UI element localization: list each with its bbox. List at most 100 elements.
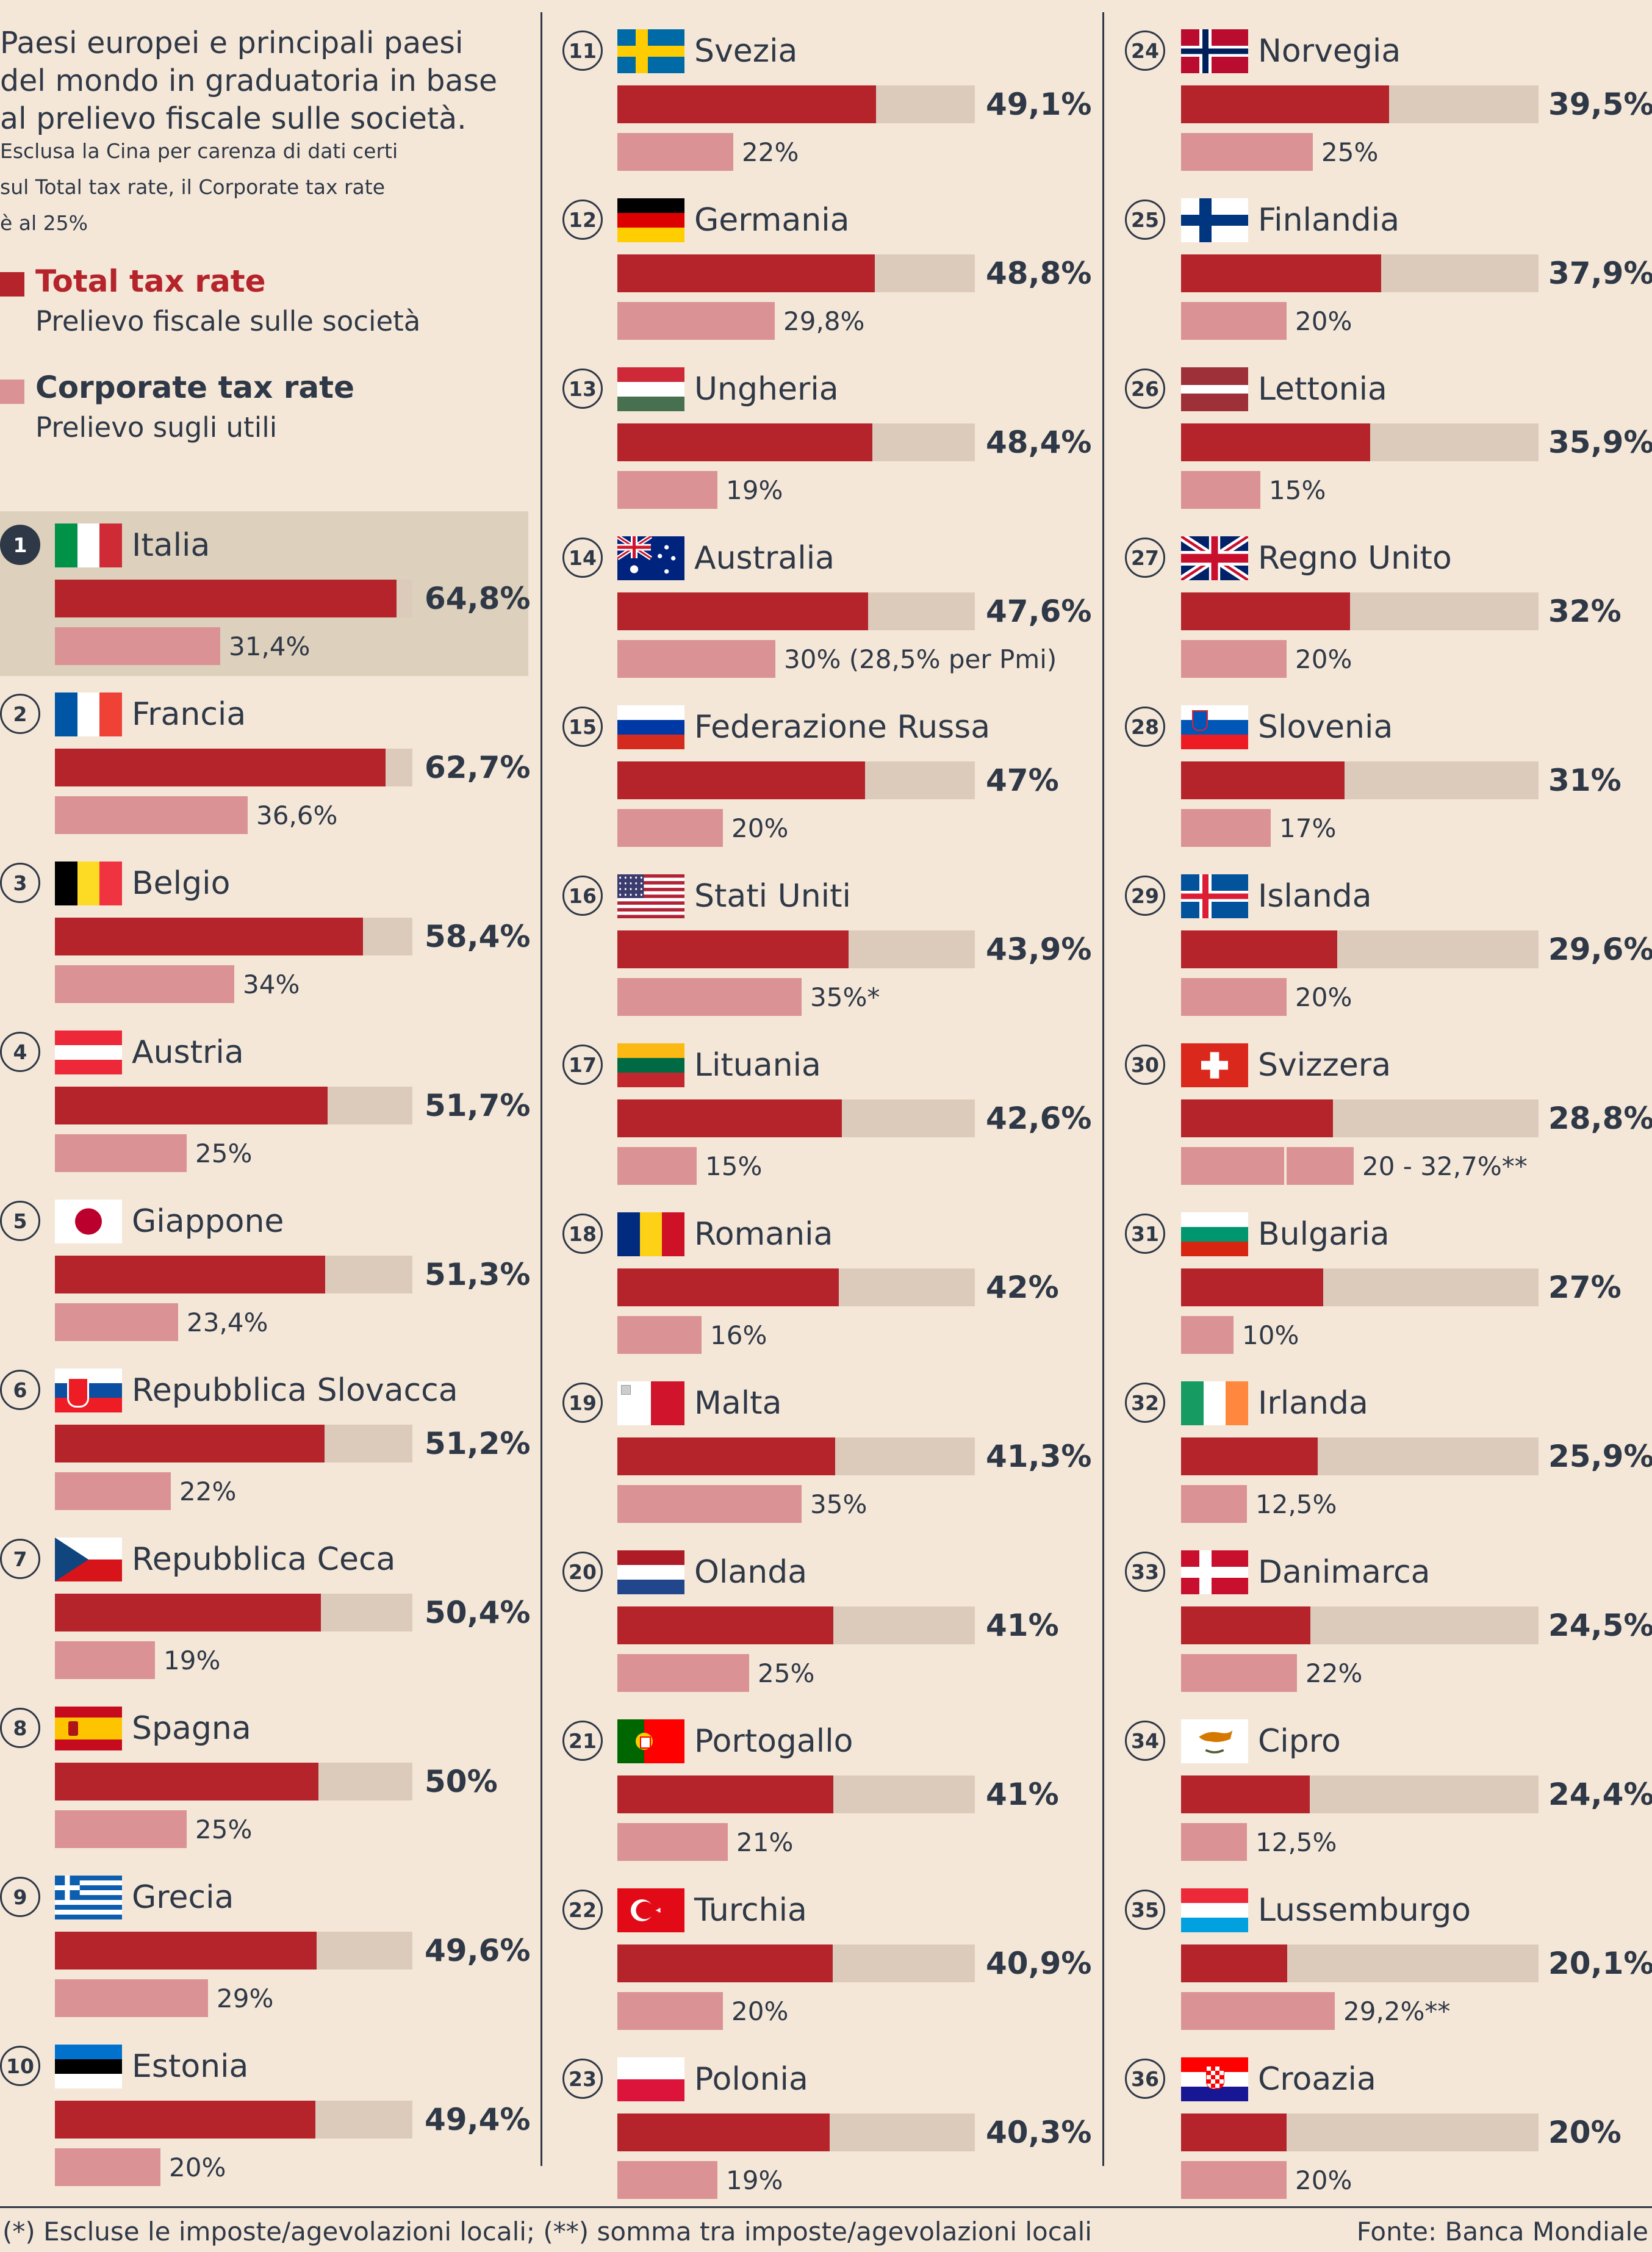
total-tax-bar [1181,1944,1287,1982]
spain-flag-icon [55,1707,122,1750]
japan-flag-icon [55,1200,122,1243]
cyprus-flag-icon [1181,1719,1248,1763]
corporate-tax-value: 20% [731,813,789,843]
corporate-tax-bar [55,1641,155,1679]
corporate-tax-value: 22% [742,137,799,167]
latvia-flag-icon [1181,367,1248,411]
rank-badge: 34 [1125,1721,1165,1761]
total-tax-bar [617,2113,830,2151]
rank-badge: 33 [1125,1552,1165,1592]
country-name: Belgio [132,865,231,902]
country-name: Polonia [694,2061,808,2098]
footnote: (*) Escluse le imposte/agevolazioni loca… [2,2217,1092,2247]
corporate-tax-value: 30% (28,5% per Pmi) [784,644,1057,674]
total-tax-bar [617,1944,833,1982]
country-name: Turchia [694,1892,807,1929]
source-note: Fonte: Banca Mondiale [1356,2217,1648,2247]
country-row: 30 Svizzera 28,8% 20 - 32,7%** [0,1038,1652,1195]
total-tax-bar [617,761,865,799]
rank-badge: 11 [562,31,603,71]
total-tax-bar [55,1425,325,1462]
subtitle-line: è al 25% [0,211,88,235]
total-tax-value: 42,6% [986,1101,1092,1136]
legend-subtitle-corporate: Prelievo sugli utili [35,411,278,444]
corporate-tax-value: 25% [758,1658,815,1688]
rank-badge: 20 [562,1552,603,1592]
country-row: 32 Irlanda 25,9% 12,5% [0,1376,1652,1533]
rank-badge: 13 [562,369,603,409]
total-tax-bar [55,1256,325,1293]
total-tax-bar [55,1594,321,1631]
corporate-tax-value: 25% [195,1139,253,1168]
iceland-flag-icon [1181,874,1248,918]
portugal-flag-icon [617,1719,684,1763]
country-row: 20 Olanda 41% 25% [0,1545,1652,1702]
country-name: Bulgaria [1258,1216,1390,1253]
country-row: 5 Giappone 51,3% 23,4% [0,1195,1652,1351]
country-row: 3 Belgio 58,4% 34% [0,857,1652,1013]
total-tax-bar [55,580,397,617]
rank-badge: 26 [1125,369,1165,409]
total-tax-value: 50% [425,1764,498,1799]
rank-badge: 6 [0,1370,40,1410]
corporate-tax-value: 19% [726,2165,783,2195]
corporate-tax-bar [617,302,775,340]
slovakia-flag-icon [55,1369,122,1412]
total-tax-value: 49,1% [986,87,1092,122]
corporate-tax-bar [55,796,248,834]
corporate-tax-bar [617,640,775,678]
lithuania-flag-icon [617,1043,684,1087]
rank-badge: 3 [0,863,40,903]
belgium-flag-icon [55,862,122,905]
corporate-tax-bar [55,1810,187,1848]
corporate-tax-value: 20% [731,1996,789,2026]
corporate-tax-bar [1181,2161,1287,2199]
corporate-tax-bar [617,1485,802,1523]
rank-badge: 28 [1125,707,1165,747]
corporate-tax-value: 35% [810,1489,867,1519]
rank-badge: 9 [0,1877,40,1917]
country-name: Repubblica Ceca [132,1541,396,1578]
country-row: 4 Austria 51,7% 25% [0,1026,1652,1182]
country-name: Portogallo [694,1723,853,1760]
corporate-tax-value: 36,6% [256,800,338,830]
country-name: Lussemburgo [1258,1892,1471,1929]
corporate-tax-value: 31,4% [229,631,311,661]
country-name: Italia [132,527,210,564]
corporate-tax-value: 19% [163,1646,221,1675]
country-row: 34 Cipro 24,4% 12,5% [0,1714,1652,1871]
total-tax-value: 50,4% [425,1595,531,1630]
country-name: Repubblica Slovacca [132,1372,458,1409]
country-name: Federazione Russa [694,709,991,746]
legend-title-total: Total tax rate [35,264,266,299]
total-tax-bar [1181,254,1381,292]
rank-badge: 32 [1125,1383,1165,1423]
country-row: 14 Australia 47,6% 30% (28,5% per Pmi) [0,531,1652,688]
uk-flag-icon [1181,536,1248,580]
corporate-range-divider [1284,1147,1287,1185]
corporate-tax-value: 17% [1279,813,1337,843]
corporate-tax-bar [617,1992,723,2030]
corporate-tax-value: 19% [726,475,783,505]
total-tax-bar [1181,1606,1310,1644]
country-row: 9 Grecia 49,6% 29% [0,1871,1652,2027]
corporate-tax-value: 16% [710,1320,767,1350]
rank-badge: 17 [562,1045,603,1085]
rank-badge: 24 [1125,31,1165,71]
corporate-tax-bar [55,1979,208,2017]
corporate-tax-value: 21% [736,1827,794,1857]
corporate-tax-bar [617,133,733,171]
corporate-tax-value: 15% [705,1151,763,1181]
total-tax-value: 41% [986,1608,1059,1643]
title-line: al prelievo fiscale sulle società. [0,101,467,136]
corporate-tax-value: 12,5% [1255,1489,1337,1519]
total-tax-bar [617,85,876,123]
total-tax-value: 41,3% [986,1439,1092,1474]
country-row: 36 Croazia 20% 20% [0,2052,1652,2209]
rank-badge: 10 [0,2046,40,2086]
chart-subtitle: Esclusa la Cina per carenza di dati cert… [0,133,525,241]
legend-subtitle-total: Prelievo fiscale sulle società [35,305,421,337]
greece-flag-icon [55,1876,122,1919]
country-row: 22 Turchia 40,9% 20% [0,1883,1652,2040]
rank-badge: 12 [562,200,603,240]
